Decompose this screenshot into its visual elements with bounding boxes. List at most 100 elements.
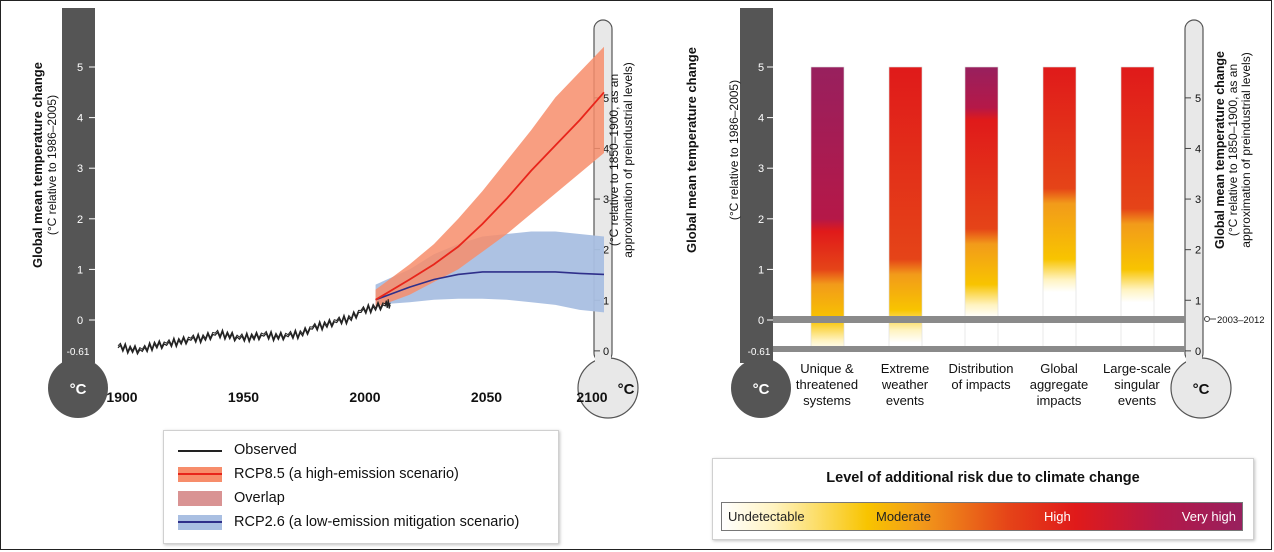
- risk-level-very-high: Very high: [1181, 509, 1236, 524]
- category-label: systems: [803, 393, 851, 408]
- risk-bars-chart: °C Global mean temperature change (°C re…: [684, 8, 1265, 419]
- legend-label: Overlap: [234, 490, 285, 506]
- left-axis-title: Global mean temperature change: [684, 47, 699, 253]
- reference-period-label: 2003–2012: [1217, 315, 1265, 326]
- reference-marker: [1204, 316, 1210, 322]
- right-tick-label: 2: [603, 245, 609, 257]
- category-label: Large-scale: [1103, 361, 1171, 376]
- category-labels: Unique &threatenedsystemsExtremeweathere…: [796, 361, 1171, 408]
- left-thermometer: °C: [48, 8, 108, 418]
- overlap-swatch: [178, 490, 222, 506]
- category-label: events: [886, 393, 925, 408]
- reference-period-bar: [773, 316, 1185, 323]
- legend-label: RCP8.5 (a high-emission scenario): [234, 466, 459, 482]
- left-tick-label: 0: [77, 315, 83, 327]
- category-label: threatened: [796, 377, 858, 392]
- legend-item-observed: Observed: [178, 440, 297, 460]
- risk-legend-title: Level of additional risk due to climate …: [826, 470, 1140, 486]
- left-thermometer-unit: °C: [70, 381, 87, 398]
- right-thermometer: °C: [1170, 19, 1232, 419]
- category-label: of impacts: [951, 377, 1011, 392]
- left-tick-label: 4: [758, 113, 764, 125]
- legend-label: Observed: [234, 442, 297, 458]
- x-tick-label: 2000: [349, 389, 380, 405]
- risk-bar: [810, 66, 845, 352]
- left-axis-subtitle: (°C relative to 1986–2005): [45, 95, 59, 235]
- observed-swatch: [178, 443, 222, 458]
- risk-level-moderate: Moderate: [876, 509, 931, 524]
- category-label: impacts: [1037, 393, 1082, 408]
- rcp85-swatch: [178, 466, 222, 482]
- left-tick-label: 2: [77, 214, 83, 226]
- x-tick-label: 1950: [228, 389, 259, 405]
- left-tick-label: 0: [758, 315, 764, 327]
- category-label: singular: [1114, 377, 1160, 392]
- right-tick-label: 2: [1195, 245, 1201, 257]
- left-tick-label: 5: [758, 62, 764, 74]
- risk-bar: [1120, 66, 1155, 352]
- right-tick-label: 3: [1195, 194, 1201, 206]
- rcp26-mean-line: [375, 271, 605, 301]
- left-axis-ticks: 0 1 2 3 4 5 -0.61: [67, 62, 95, 358]
- left-axis-title: Global mean temperature change: [30, 62, 45, 268]
- right-tick-label: 3: [603, 194, 609, 206]
- baseline-bar: [773, 346, 1185, 352]
- risk-level-undetectable: Undetectable: [728, 509, 805, 524]
- right-tick-label: 5: [603, 93, 609, 105]
- right-axis-title: (°C relative to 1850–1900, as an: [607, 74, 621, 246]
- right-tick-label: 1: [603, 295, 609, 307]
- right-axis-subtitle: approximation of preindustrial levels): [621, 62, 635, 257]
- risk-legend: Level of additional risk due to climate …: [712, 458, 1254, 540]
- left-tick-label: 1: [77, 264, 83, 276]
- category-label: Unique &: [800, 361, 854, 376]
- right-thermometer-unit: °C: [1193, 381, 1210, 398]
- observed-line: [117, 301, 391, 356]
- left-tick-label: 3: [77, 163, 83, 175]
- category-label: Extreme: [881, 361, 929, 376]
- scenario-legend: Observed RCP8.5 (a high-emission scenari…: [163, 430, 559, 544]
- left-thermometer-unit: °C: [753, 381, 770, 398]
- legend-item-rcp85: RCP8.5 (a high-emission scenario): [178, 464, 459, 484]
- plot-area: [117, 46, 605, 356]
- x-tick-label: 2050: [471, 389, 502, 405]
- x-tick-label: 1900: [106, 389, 137, 405]
- right-axis-subtitle-2: approximation of preindustrial levels): [1239, 52, 1253, 247]
- left-axis-subtitle: (°C relative to 1986–2005): [727, 80, 741, 220]
- x-tick-label: 2100: [576, 389, 607, 405]
- observed-line-alt: [117, 299, 391, 354]
- left-axis-ticks: 0 1 2 3 4 5 -0.61: [748, 62, 773, 358]
- left-tick-label: 3: [758, 163, 764, 175]
- rcp85-mean-line: [375, 91, 605, 301]
- risk-bars: [810, 66, 1155, 352]
- right-tick-label: 4: [1195, 143, 1201, 155]
- left-tick-label: 4: [77, 113, 83, 125]
- right-tick-label: 5: [1195, 93, 1201, 105]
- legend-label: RCP2.6 (a low-emission mitigation scenar…: [234, 514, 520, 530]
- left-tick-label: 2: [758, 214, 764, 226]
- category-label: Global: [1040, 361, 1078, 376]
- category-label: Distribution: [948, 361, 1013, 376]
- right-axis-subtitle: (°C relative to 1850–1900, as an: [1226, 64, 1240, 236]
- rcp26-swatch: [178, 514, 222, 530]
- risk-bar: [1042, 66, 1077, 352]
- rcp85-range-band: [375, 46, 604, 308]
- right-tick-label: 4: [603, 143, 609, 155]
- category-label: events: [1118, 393, 1157, 408]
- left-tick-label: -0.61: [748, 347, 771, 358]
- right-axis-ticks: 0 1 2 3 4 5: [1185, 93, 1201, 358]
- category-label: weather: [881, 377, 929, 392]
- risk-level-high: High: [1044, 509, 1071, 524]
- legend-item-rcp26: RCP2.6 (a low-emission mitigation scenar…: [178, 512, 519, 532]
- right-tick-label: 0: [1195, 346, 1201, 358]
- temperature-projection-chart: °C 0 1 2 3 4 5 -0.61 Global mean temperature c…: [30, 8, 639, 419]
- risk-color-scale: Undetectable Moderate High Very high: [721, 502, 1243, 531]
- risk-bar: [888, 66, 923, 352]
- right-tick-label: 0: [603, 346, 609, 358]
- legend-item-overlap: Overlap: [178, 488, 285, 508]
- left-tick-label: 1: [758, 264, 764, 276]
- right-axis-title: Global mean temperature change: [1213, 51, 1227, 249]
- reference-lines: 2003–2012: [773, 315, 1265, 352]
- right-tick-label: 1: [1195, 295, 1201, 307]
- left-tick-label: -0.61: [67, 347, 90, 358]
